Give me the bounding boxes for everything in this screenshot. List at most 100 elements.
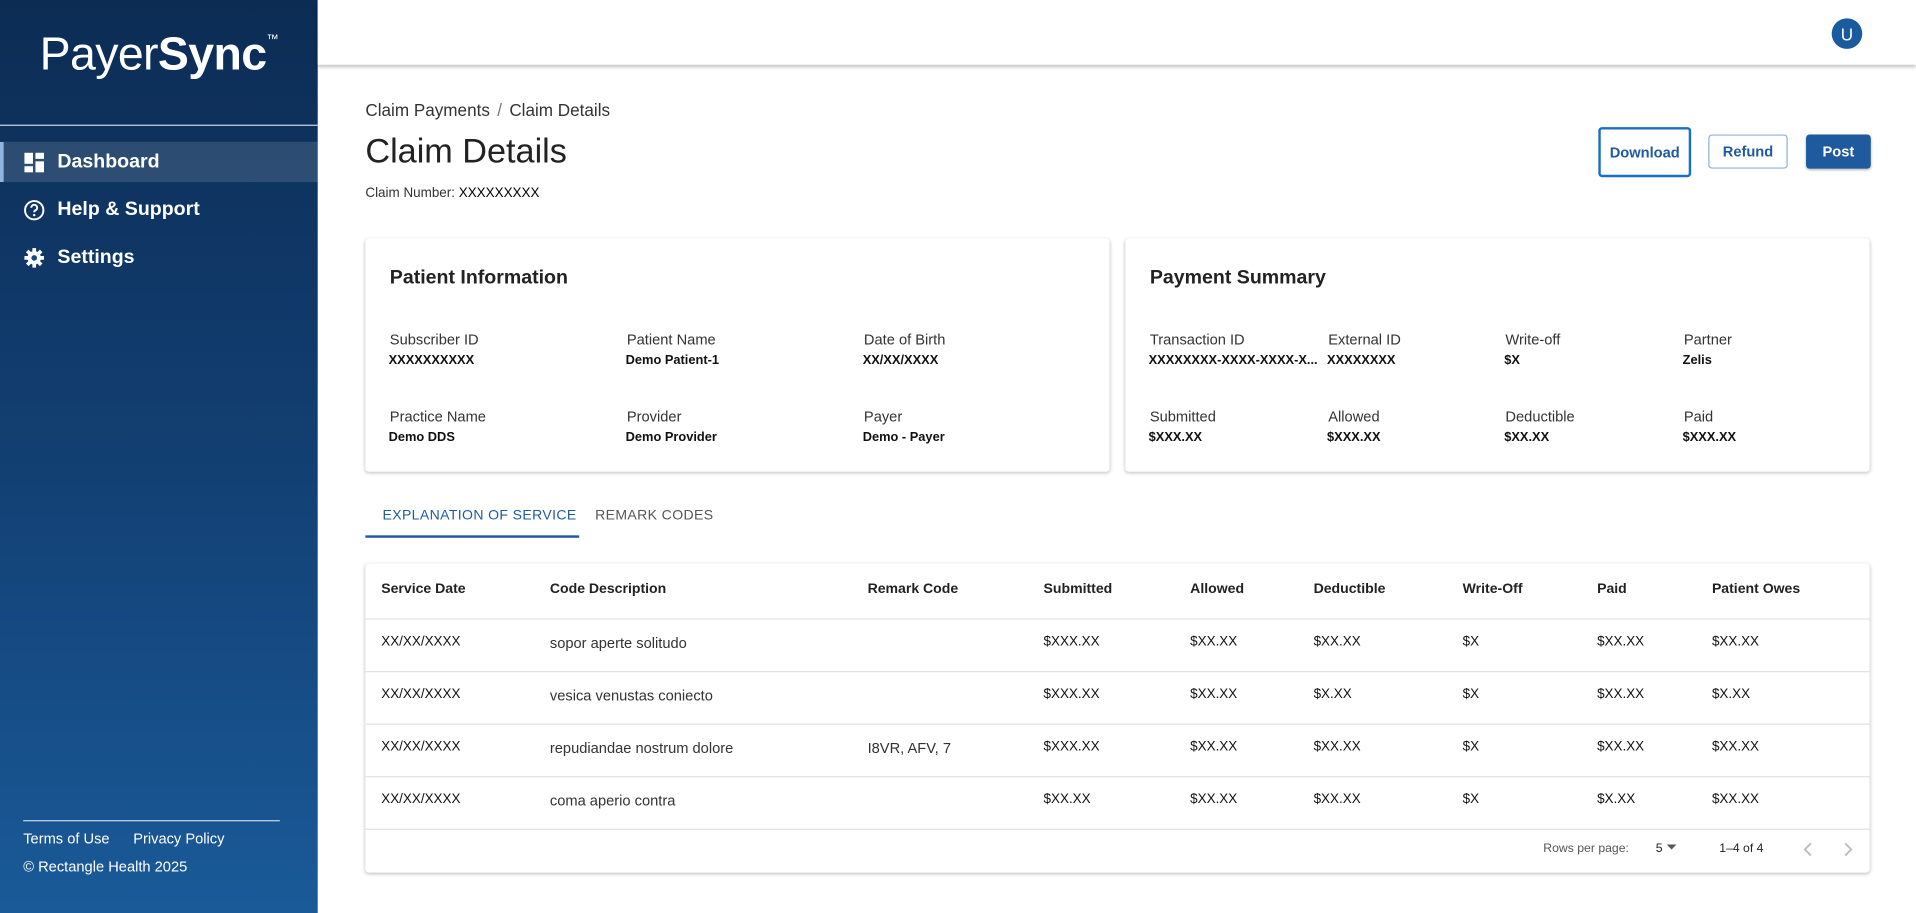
table-cell: $X (1462, 686, 1480, 702)
field-label: Practice Name (389, 408, 486, 426)
help-icon (24, 199, 45, 220)
table-cell: I8VR, AFV, 7 (867, 739, 951, 757)
dashboard-icon (24, 152, 44, 172)
field-label: Subscriber ID (389, 331, 479, 349)
download-button[interactable]: Download (1598, 127, 1692, 178)
brand-a: Payer (39, 29, 159, 81)
divider (23, 820, 280, 822)
claim-number: Claim Number: XXXXXXXXX (365, 186, 539, 201)
breadcrumb-separator: / (497, 100, 502, 120)
table-cell: $XX.XX (1597, 686, 1645, 702)
tab[interactable]: EXPLANATION OF SERVICE (382, 508, 577, 524)
field-value: $XXX.XX (1327, 430, 1381, 445)
field-label: Date of Birth (863, 331, 946, 349)
column-header: Service Date (381, 581, 466, 597)
breadcrumb-link[interactable]: Claim Payments (365, 100, 490, 120)
column-header: Deductible (1313, 581, 1386, 597)
table-cell: $XX.XX (1313, 634, 1361, 649)
field-label: Allowed (1328, 408, 1380, 426)
copyright: © Rectangle Health 2025 (23, 857, 188, 876)
table-cell: $XX.XX (1597, 739, 1645, 755)
table-cell: $XX.XX (1711, 739, 1760, 755)
footer-link[interactable]: Terms of Use (23, 829, 110, 847)
field-value: XXXXXXXX-XXXX-XXXX-X... (1148, 353, 1318, 368)
table-cell: repudiandae nostrum dolore (549, 739, 734, 757)
field-value: Demo Provider (625, 430, 717, 445)
page-title: Claim Details (365, 131, 567, 170)
claim-label: Claim Number: (365, 185, 456, 201)
table-cell: $XX.XX (1043, 791, 1091, 807)
user-avatar[interactable]: U (1831, 18, 1863, 49)
nav-item[interactable]: Settings (0, 237, 318, 277)
patient-card (365, 238, 1110, 472)
field-label: Write-off (1505, 331, 1561, 349)
table-cell: $XXX.XX (1043, 634, 1100, 649)
table-cell: $XXX.XX (1043, 686, 1100, 702)
nav-label: Dashboard (57, 150, 160, 172)
table-cell: $XX.XX (1711, 634, 1760, 649)
table-cell: XX/XX/XXXX (381, 686, 461, 702)
divider (0, 124, 318, 126)
column-header: Write-Off (1462, 581, 1523, 597)
prev-page[interactable] (1801, 841, 1816, 858)
card-title: Payment Summary (1149, 267, 1326, 289)
table-cell: $X.XX (1313, 686, 1352, 702)
field-label: Patient Name (626, 331, 716, 349)
brand-logo: PayerSync™ (0, 29, 318, 82)
column-header: Submitted (1043, 581, 1113, 597)
field-label: Paid (1683, 408, 1714, 426)
card-title: Patient Information (389, 267, 568, 289)
field-value: Demo DDS (388, 430, 455, 445)
row-divider (365, 670, 1870, 673)
column-header: Remark Code (867, 581, 959, 597)
field-label: Transaction ID (1149, 331, 1245, 349)
nav-label: Settings (57, 246, 135, 268)
table-cell: $XX.XX (1711, 791, 1760, 807)
field-label: External ID (1328, 331, 1401, 349)
nav-item[interactable]: Dashboard (0, 141, 318, 183)
table-cell: sopor aperte solitudo (549, 634, 687, 652)
table-cell: $XX.XX (1190, 739, 1238, 755)
table-cell: $X (1462, 791, 1480, 807)
table-card (365, 563, 1870, 873)
payment-card (1125, 238, 1870, 472)
next-page[interactable] (1840, 841, 1855, 858)
page-range: 1–4 of 4 (1719, 842, 1764, 856)
row-divider (365, 776, 1870, 778)
breadcrumb-current: Claim Details (509, 100, 611, 120)
table-cell: $XXX.XX (1043, 739, 1100, 755)
nav-item[interactable]: Help & Support (0, 189, 318, 229)
column-header: Patient Owes (1711, 581, 1801, 597)
table-cell: $X (1462, 739, 1480, 755)
table-cell: coma aperio contra (549, 791, 676, 810)
field-value: Demo - Payer (862, 430, 945, 445)
post-button[interactable]: Post (1806, 134, 1871, 169)
table-cell: $X.XX (1711, 686, 1751, 702)
sidebar: PayerSync™ Dashboard Help & Support Sett… (0, 0, 318, 913)
brand-b: Sync (157, 29, 267, 81)
field-label: Partner (1683, 331, 1732, 349)
table-cell: $XX.XX (1190, 686, 1238, 702)
field-value: $XX.XX (1504, 430, 1550, 445)
claim-value: XXXXXXXXX (458, 185, 540, 201)
tab[interactable]: REMARK CODES (595, 508, 714, 524)
field-value: XXXXXXXXXX (388, 353, 475, 368)
row-divider (365, 828, 1870, 830)
table-cell: $XX.XX (1313, 739, 1361, 755)
table-cell: $XX.XX (1190, 634, 1238, 649)
field-value: $XXX.XX (1148, 430, 1203, 445)
table-cell: $X.XX (1597, 791, 1636, 807)
table-cell: XX/XX/XXXX (381, 634, 461, 649)
field-label: Submitted (1149, 408, 1216, 426)
table-cell: $XX.XX (1190, 791, 1238, 807)
row-divider (365, 618, 1870, 620)
field-label: Payer (863, 408, 903, 426)
footer-link[interactable]: Privacy Policy (133, 829, 225, 847)
refund-button[interactable]: Refund (1708, 134, 1788, 169)
field-value: XX/XX/XXXX (862, 353, 939, 368)
table-cell: XX/XX/XXXX (381, 791, 461, 807)
rows-per-page-select[interactable]: 5 (1656, 842, 1678, 856)
field-label: Deductible (1505, 408, 1575, 426)
